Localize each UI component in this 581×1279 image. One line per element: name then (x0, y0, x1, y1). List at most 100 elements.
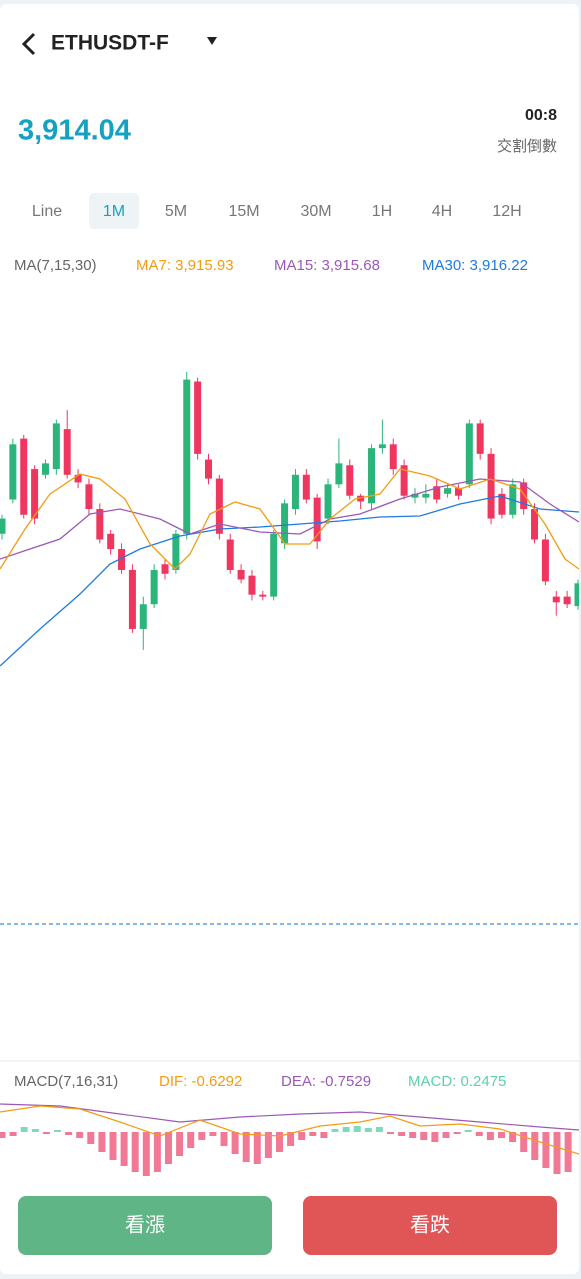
macd-bar (509, 1132, 517, 1142)
macd-histogram (0, 1126, 572, 1176)
candle-body (9, 444, 17, 500)
sell-label[interactable]: 看跌 (410, 1213, 450, 1236)
macd-bar (298, 1132, 306, 1140)
tab[interactable]: 1M (103, 203, 125, 220)
symbol[interactable]: ETHUSDT-F (51, 32, 169, 55)
macd-bar (564, 1132, 572, 1172)
macd-bar (553, 1132, 561, 1174)
macd-bar (98, 1132, 106, 1152)
ma-title: MA(7,15,30) (14, 257, 97, 274)
candle-body (563, 596, 571, 605)
buy-label[interactable]: 看漲 (125, 1213, 165, 1236)
macd-bar (9, 1132, 17, 1136)
candle-body (346, 465, 354, 496)
macd-bar (364, 1128, 372, 1132)
candle-body (433, 486, 441, 500)
macd-bar (431, 1132, 439, 1142)
candle-body (378, 444, 386, 449)
buy-button[interactable] (18, 1196, 272, 1255)
dif-line (0, 1105, 579, 1155)
candle-body (541, 539, 549, 582)
candle-body (520, 482, 528, 510)
macd-bar (464, 1130, 472, 1132)
macd-bar (287, 1132, 295, 1146)
candle-body (63, 429, 71, 475)
macd-bar (54, 1130, 61, 1132)
countdown: 00:8 (525, 107, 557, 124)
macd: MACD: 0.2475 (408, 1073, 506, 1090)
tab[interactable]: 1H (372, 203, 392, 220)
candle-body (389, 444, 397, 470)
candle-body (368, 448, 376, 504)
macd-bar (486, 1132, 494, 1140)
macd-bar (20, 1127, 28, 1132)
macd-bar (198, 1132, 206, 1140)
macd-bar (276, 1132, 283, 1152)
macd-bar (231, 1132, 239, 1154)
candle-body (41, 463, 49, 475)
tab[interactable]: Line (32, 203, 62, 220)
candle-body (226, 539, 234, 570)
macd-bar (420, 1132, 428, 1140)
ma30-line (0, 495, 579, 667)
candle-body (248, 575, 256, 595)
macd-bar (398, 1132, 406, 1136)
macd-bar (375, 1127, 383, 1132)
candle-body (357, 495, 365, 502)
macd-bar (142, 1132, 150, 1176)
candle-body (118, 549, 126, 570)
macd-bar (264, 1132, 272, 1158)
candle-body (31, 469, 39, 519)
price: 3,914.04 (18, 115, 131, 147)
macd-bar (209, 1132, 217, 1136)
macd-title: MACD(7,16,31) (14, 1073, 118, 1090)
macd-bar (320, 1132, 328, 1138)
tab[interactable]: 12H (492, 203, 521, 220)
dropdown-arrow[interactable] (207, 37, 217, 45)
macd-bar (0, 1132, 6, 1138)
candle-body (574, 583, 579, 607)
candle-body (20, 438, 28, 515)
candle-body (487, 453, 495, 519)
candle-body (552, 596, 560, 603)
candle-body (454, 488, 462, 496)
ma30: MA30: 3,916.22 (422, 257, 528, 274)
macd-bar (31, 1129, 39, 1132)
macd-bar (87, 1132, 95, 1144)
candle-body (465, 423, 473, 485)
candle-body (281, 503, 289, 544)
tab[interactable]: 30M (300, 203, 331, 220)
candle-body (74, 474, 82, 483)
macd-bar (42, 1132, 50, 1134)
macd-bar (76, 1132, 84, 1138)
macd-bar (309, 1132, 317, 1136)
macd-bar (165, 1132, 172, 1164)
tab[interactable]: 15M (228, 203, 259, 220)
sell-button[interactable] (303, 1196, 557, 1255)
candle-body (52, 423, 60, 470)
candle-body (422, 493, 430, 498)
tab[interactable]: 4H (432, 203, 452, 220)
candle-body (161, 564, 169, 574)
macd-bar (342, 1127, 350, 1132)
macd-bar (475, 1132, 483, 1136)
tab[interactable]: 5M (165, 203, 187, 220)
macd-bar (531, 1132, 539, 1160)
candle-body (444, 488, 452, 494)
ma15: MA15: 3,915.68 (274, 257, 380, 274)
macd-bar (453, 1132, 461, 1134)
candle-body (0, 518, 6, 534)
screen: ETHUSDT-F 3,914.04 00:8 交割倒數 Line 1M 5M 15M… (0, 32, 579, 1255)
app: ETHUSDT-F 3,914.04 00:8 交割倒數 Line 1M 5M 15M… (0, 4, 579, 1274)
macd-bar (120, 1132, 128, 1166)
candle-body (498, 493, 506, 515)
candle-body (96, 509, 104, 540)
macd-bar (520, 1132, 528, 1152)
back-button[interactable] (21, 32, 36, 56)
macd-bar (353, 1126, 361, 1132)
ma7-line (0, 468, 579, 570)
candle-body (107, 533, 115, 550)
candle-body (411, 493, 419, 498)
macd-bar (187, 1132, 195, 1148)
macd-bar (409, 1132, 417, 1138)
